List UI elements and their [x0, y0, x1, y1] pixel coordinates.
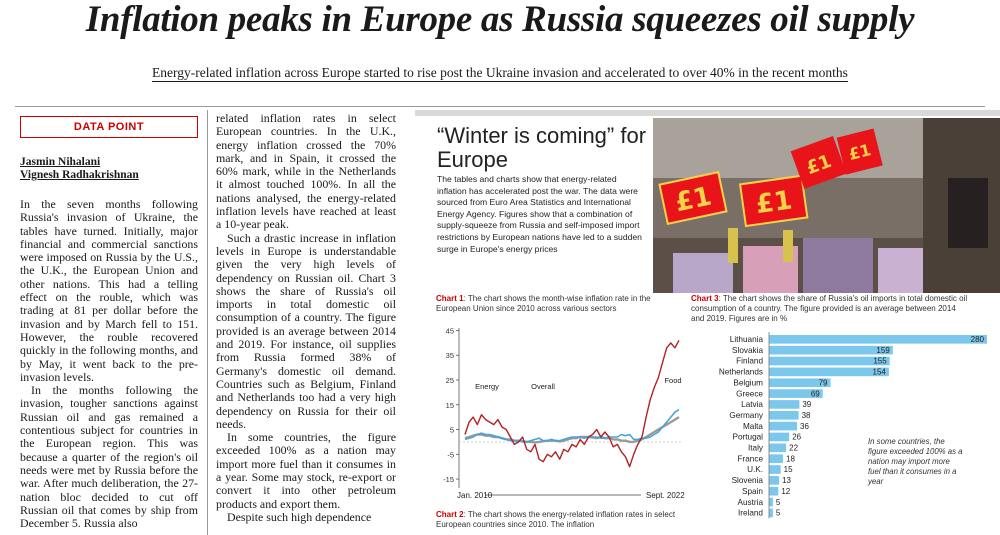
- chart3-bar: [769, 378, 831, 388]
- chart1-start-label: Jan. 2010: [457, 491, 493, 500]
- chart1-end-label: Sept. 2022: [646, 491, 685, 500]
- chart3-category-label: Latvia: [741, 400, 763, 409]
- chart3-bar: [769, 345, 893, 355]
- bylines: Jasmin Nihalani Vignesh Radhakrishnan: [20, 156, 198, 182]
- chart3-value-label: 13: [782, 476, 791, 485]
- box-title: “Winter is coming” for Europe: [437, 123, 647, 172]
- headline: Inflation peaks in Europe as Russia sque…: [85, 0, 915, 40]
- chart3-bar: [769, 400, 800, 409]
- chart1-series-food: [464, 409, 680, 443]
- column-divider: [207, 110, 208, 535]
- chart3-category-label: Ireland: [738, 509, 763, 518]
- chart1-y-tick-label: 15: [446, 401, 454, 410]
- article-column-1: DATA POINT Jasmin Nihalani Vignesh Radha…: [20, 110, 198, 530]
- chart3-bar: [769, 443, 787, 453]
- chart3-caption: Chart 3: The chart shows the share of Ru…: [691, 294, 968, 323]
- chart3-bar: [769, 486, 779, 496]
- body-paragraph: In the seven months following Russia's i…: [20, 197, 198, 384]
- chart3-value-label: 12: [781, 487, 790, 496]
- chart3-value-label: 280: [971, 335, 985, 344]
- chart3-category-label: Greece: [736, 389, 763, 398]
- box-text: The tables and charts show that energy-r…: [437, 174, 642, 254]
- chart3-category-label: U.K.: [747, 465, 763, 474]
- panel-top-rule: [415, 110, 1000, 116]
- chart3-note: In some countries, the figure exceeded 10…: [867, 437, 963, 486]
- chart3-category-label: Italy: [748, 444, 764, 453]
- chart3-bar: [769, 497, 773, 507]
- chart3-value-label: 18: [786, 454, 795, 463]
- chart3-bar: [769, 410, 799, 420]
- chart3-value-label: 15: [784, 465, 793, 474]
- chart1-y-tick-label: 5: [450, 426, 454, 435]
- data-point-label: DATA POINT: [20, 116, 198, 138]
- chart1-series-label: Food: [664, 376, 681, 385]
- chart1-series-energy: [464, 340, 680, 468]
- chart3-category-label: Netherlands: [719, 368, 763, 377]
- chart3-category-label: Belgium: [733, 378, 763, 387]
- chart1-line-chart: 45 35 25 15 5 -5 -15 Energy Overall Food Jan. 2010…: [443, 326, 685, 500]
- body-paragraph: Such a drastic increase in inflation lev…: [216, 230, 396, 431]
- svg-text:£1: £1: [673, 182, 715, 219]
- body-paragraph: In some countries, the figure exceeded 1…: [216, 430, 396, 511]
- chart3-value-label: 38: [802, 411, 811, 420]
- chart3-category-label: Germany: [729, 411, 764, 420]
- chart3-category-label: Spain: [742, 487, 763, 496]
- svg-text:£1: £1: [847, 140, 873, 164]
- chart3-category-label: Austria: [738, 498, 764, 507]
- chart3-value-label: 5: [776, 498, 781, 507]
- chart3-category-label: Slovenia: [732, 476, 764, 485]
- chart2-caption: Chart 2: The chart shows the energy-rela…: [436, 510, 676, 529]
- chart1-y-tick-label: -5: [447, 450, 454, 459]
- byline-author-2[interactable]: Vignesh Radhakrishnan: [20, 169, 139, 181]
- chart1-y-tick-label: 25: [446, 376, 454, 385]
- chart3-value-label: 155: [873, 357, 887, 366]
- chart3-value-label: 22: [789, 444, 798, 453]
- chart1-series-label: Energy: [475, 382, 499, 391]
- chart3-category-label: Malta: [743, 422, 763, 431]
- chart3-bar: [769, 454, 783, 463]
- price-tags-photo: £1 £1 £1 £1: [653, 118, 1000, 293]
- chart3-bar: [769, 367, 889, 377]
- body-paragraph: In the months following the invasion, to…: [20, 383, 198, 531]
- body-paragraph: Despite such high dependence: [227, 509, 372, 524]
- chart3-bar: [769, 465, 781, 474]
- article-column-2: related inflation rates in select Europe…: [216, 111, 396, 524]
- chart3-bar: [769, 508, 773, 518]
- chart3-value-label: 154: [873, 368, 887, 377]
- chart1-caption: Chart 1: The chart shows the month-wise …: [436, 294, 651, 313]
- chart3-bar: [769, 356, 890, 366]
- byline-author-1[interactable]: Jasmin Nihalani: [20, 156, 101, 168]
- body-paragraph: related inflation rates in select Europe…: [216, 111, 396, 232]
- chart3-value-label: 159: [876, 346, 890, 355]
- chart3-category-label: Portugal: [733, 433, 764, 442]
- chart3-value-label: 36: [800, 422, 809, 431]
- chart3-bar: [769, 432, 790, 442]
- chart3-category-label: Finland: [736, 357, 763, 366]
- chart3-value-label: 26: [792, 433, 801, 442]
- chart3-value-label: 69: [811, 389, 820, 398]
- chart3-bar: [769, 421, 797, 431]
- chart3-bar: [769, 476, 780, 485]
- standfirst: Energy-related inflation across Europe s…: [0, 64, 1000, 82]
- chart3-category-label: Lithuania: [730, 335, 764, 344]
- chart3-value-label: 79: [819, 378, 828, 387]
- standfirst-text: Energy-related inflation across Europe s…: [152, 65, 848, 82]
- chart3-value-label: 5: [776, 509, 781, 518]
- chart3-category-label: Slovakia: [732, 346, 763, 355]
- svg-text:£1: £1: [754, 185, 794, 220]
- chart3-bar: [769, 335, 987, 344]
- infographic-panel: “Winter is coming” for Europe The tables…: [415, 110, 1000, 535]
- chart3-category-label: France: [738, 454, 764, 463]
- chart3-value-label: 39: [802, 400, 811, 409]
- chart1-y-tick-label: -15: [443, 475, 454, 484]
- divider-rule: [15, 106, 985, 107]
- chart3-bar: [769, 389, 823, 398]
- chart1-y-tick-label: 35: [446, 351, 454, 360]
- chart1-series-label: Overall: [531, 382, 555, 391]
- chart1-y-tick-label: 45: [446, 326, 454, 335]
